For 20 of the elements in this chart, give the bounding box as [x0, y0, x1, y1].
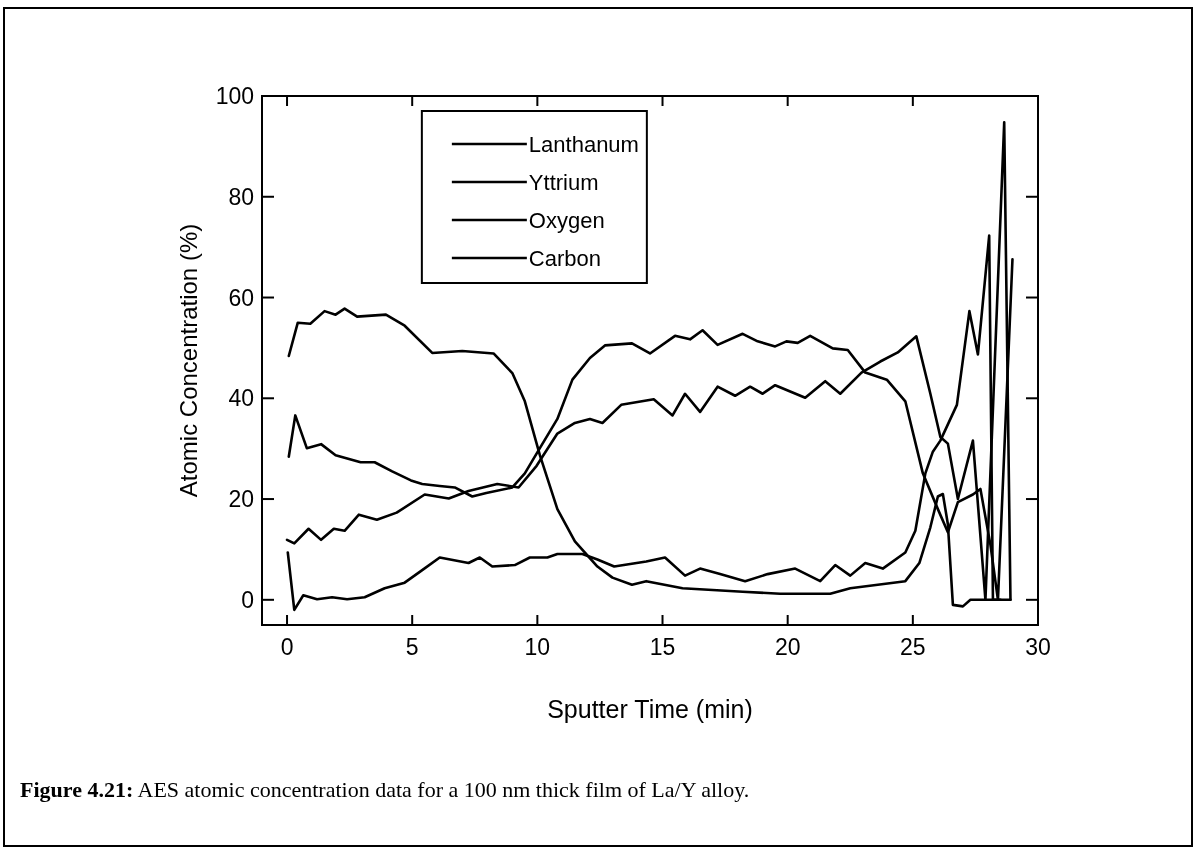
x-tick-label: 30 — [1025, 634, 1051, 660]
y-tick-label: 80 — [228, 183, 254, 210]
x-tick-label: 0 — [280, 634, 294, 660]
legend-label: Oxygen — [528, 208, 605, 233]
x-axis-title: Sputter Time (min) — [547, 695, 753, 723]
x-tick-label: 5 — [405, 634, 419, 660]
legend-label: Yttrium — [528, 170, 599, 195]
y-tick-label: 100 — [215, 83, 254, 109]
y-tick-label: 0 — [241, 586, 254, 613]
y-tick-label: 40 — [228, 385, 254, 412]
y-tick-label: 60 — [228, 284, 254, 311]
y-tick-label: 20 — [228, 486, 254, 513]
x-tick-label: 15 — [649, 634, 676, 660]
legend-label: Carbon — [528, 246, 602, 271]
legend-label: Lanthanum — [528, 132, 639, 157]
x-tick-label: 25 — [900, 634, 926, 660]
x-tick-label: 10 — [524, 634, 551, 660]
caption: Figure 4.21: AES atomic concentration data for a 100 nm thick film of La/Y alloy. — [20, 777, 750, 802]
y-axis-title: Atomic Concentration (%) — [175, 223, 202, 498]
x-tick-label: 20 — [774, 634, 801, 660]
